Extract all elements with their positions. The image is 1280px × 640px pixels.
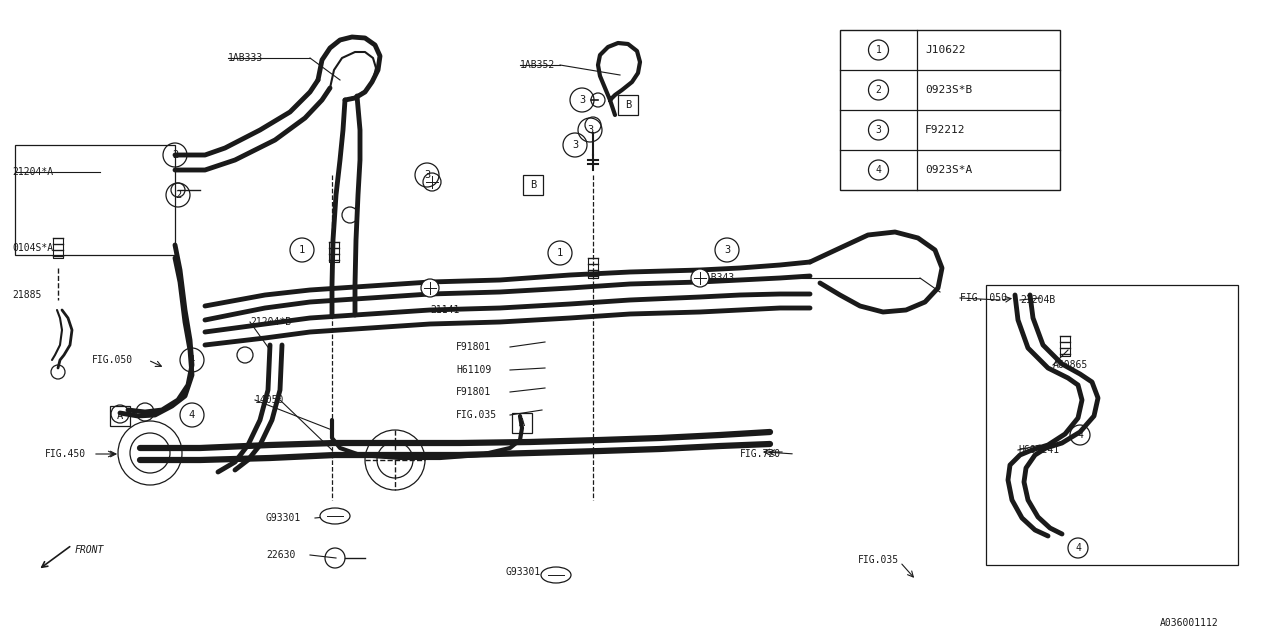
Text: F91801: F91801 bbox=[456, 342, 492, 352]
Text: 3: 3 bbox=[572, 140, 579, 150]
Text: 1AB333: 1AB333 bbox=[228, 53, 264, 63]
Text: 14050: 14050 bbox=[255, 395, 284, 405]
Text: 21885: 21885 bbox=[12, 290, 41, 300]
Text: 3: 3 bbox=[724, 245, 730, 255]
Text: G93301: G93301 bbox=[266, 513, 301, 523]
Text: 21141: 21141 bbox=[430, 305, 460, 315]
Text: H61109: H61109 bbox=[456, 365, 492, 375]
Text: 3: 3 bbox=[579, 95, 585, 105]
Text: 22630: 22630 bbox=[266, 550, 296, 560]
Text: 21204*A: 21204*A bbox=[12, 167, 54, 177]
Text: FIG.035: FIG.035 bbox=[456, 410, 497, 420]
Text: 3: 3 bbox=[876, 125, 882, 135]
Text: 2: 2 bbox=[175, 190, 182, 200]
Text: 0923S*B: 0923S*B bbox=[925, 85, 973, 95]
Text: F91801: F91801 bbox=[456, 387, 492, 397]
Text: 1AB343: 1AB343 bbox=[700, 273, 735, 283]
Bar bbox=[618, 95, 637, 115]
Text: 2: 2 bbox=[876, 85, 882, 95]
Text: 0923S*A: 0923S*A bbox=[925, 165, 973, 175]
Ellipse shape bbox=[320, 508, 349, 524]
Text: 4: 4 bbox=[189, 410, 195, 420]
Text: 1: 1 bbox=[298, 245, 305, 255]
Circle shape bbox=[691, 269, 709, 287]
Text: 21204B: 21204B bbox=[1020, 295, 1055, 305]
Text: 4: 4 bbox=[1075, 543, 1080, 553]
Circle shape bbox=[422, 173, 442, 191]
Text: FIG. 050: FIG. 050 bbox=[960, 293, 1007, 303]
Text: G93301: G93301 bbox=[506, 567, 540, 577]
Text: A: A bbox=[518, 418, 525, 428]
Text: A60865: A60865 bbox=[1053, 360, 1088, 370]
Text: J10622: J10622 bbox=[925, 45, 965, 55]
Text: 4: 4 bbox=[189, 355, 195, 365]
Text: H607241: H607241 bbox=[1018, 445, 1059, 455]
Text: FIG.050: FIG.050 bbox=[92, 355, 133, 365]
Text: FRONT: FRONT bbox=[76, 545, 105, 555]
Bar bbox=[524, 175, 543, 195]
Bar bbox=[986, 285, 1238, 565]
Text: F92212: F92212 bbox=[925, 125, 965, 135]
Text: 1AB352: 1AB352 bbox=[520, 60, 556, 70]
Text: B: B bbox=[625, 100, 631, 110]
Bar bbox=[110, 406, 131, 426]
Text: 1: 1 bbox=[557, 248, 563, 258]
Bar bbox=[512, 413, 532, 433]
Text: FIG.450: FIG.450 bbox=[45, 449, 86, 459]
Text: FIG.035: FIG.035 bbox=[858, 555, 899, 565]
Text: 1: 1 bbox=[876, 45, 882, 55]
Text: 2: 2 bbox=[172, 150, 178, 160]
Text: FIG.720: FIG.720 bbox=[740, 449, 781, 459]
Text: 21204*B: 21204*B bbox=[250, 317, 291, 327]
Text: 4: 4 bbox=[1076, 430, 1083, 440]
Text: A036001112: A036001112 bbox=[1160, 618, 1219, 628]
Text: 0104S*A: 0104S*A bbox=[12, 243, 54, 253]
Text: 3: 3 bbox=[424, 170, 430, 180]
Circle shape bbox=[421, 279, 439, 297]
Bar bbox=[840, 30, 1060, 190]
Text: 3: 3 bbox=[586, 125, 593, 135]
Text: B: B bbox=[530, 180, 536, 190]
Text: A: A bbox=[116, 411, 123, 421]
Text: 4: 4 bbox=[876, 165, 882, 175]
Ellipse shape bbox=[541, 567, 571, 583]
Bar bbox=[15, 145, 175, 255]
